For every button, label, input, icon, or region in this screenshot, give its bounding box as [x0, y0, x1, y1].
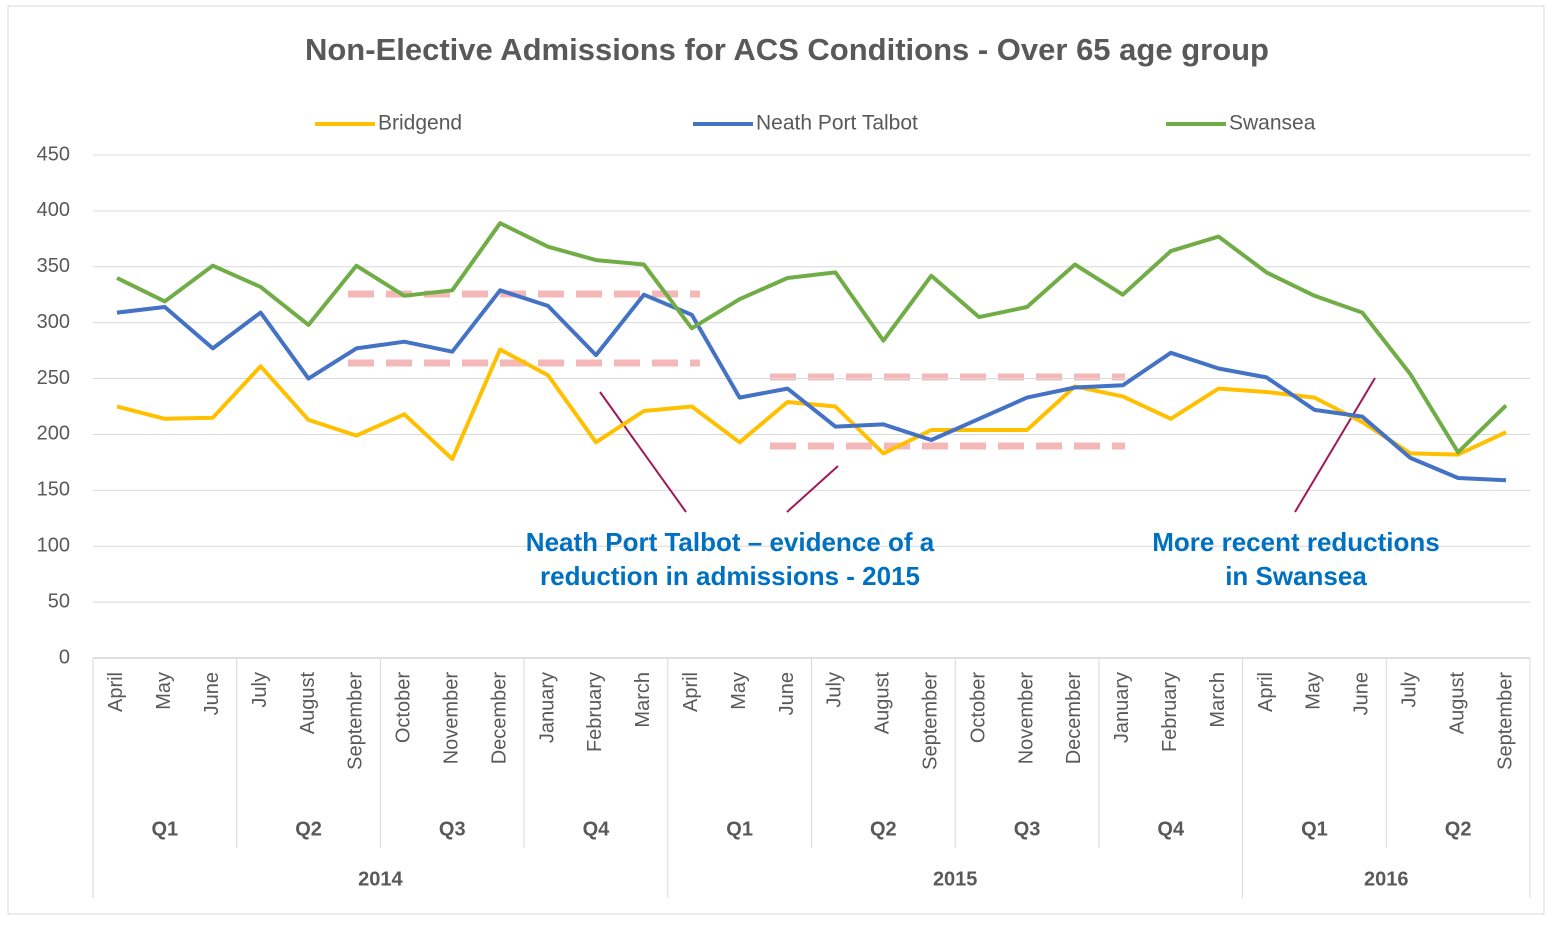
annotation-pointer [599, 391, 687, 513]
y-tick-label: 50 [48, 590, 70, 612]
x-tick-label: November [1015, 672, 1037, 765]
quarter-label: Q2 [1445, 818, 1472, 840]
x-tick-label: August [297, 672, 319, 735]
x-tick-label: January [1111, 672, 1133, 743]
series-line [116, 288, 1507, 483]
annotation-pointer [1294, 377, 1376, 513]
y-tick-label: 400 [37, 199, 70, 221]
x-tick-label: April [105, 672, 127, 712]
y-tick-label: 0 [59, 646, 70, 668]
legend-label: Neath Port Talbot [756, 112, 918, 135]
x-tick-label: May [728, 672, 750, 710]
y-tick-label: 450 [37, 143, 70, 165]
x-tick-label: October [393, 672, 415, 743]
x-tick-label: October [967, 672, 989, 743]
x-tick-label: May [153, 672, 175, 710]
x-tick-label: February [1159, 672, 1181, 752]
x-tick-label: July [824, 672, 846, 708]
x-tick-label: September [345, 672, 367, 770]
x-tick-label: July [249, 672, 271, 708]
x-tick-label: June [1351, 672, 1373, 715]
x-tick-label: August [872, 672, 894, 735]
x-tick-label: December [1063, 672, 1085, 765]
chart-frame [7, 5, 1545, 915]
year-label: 2015 [933, 868, 978, 890]
series-line [116, 347, 1507, 461]
annotation: Neath Port Talbot – evidence of a [526, 527, 935, 557]
x-tick-label: July [1399, 672, 1421, 708]
annotation: More recent reductions [1152, 527, 1440, 557]
x-tick-label: August [1446, 672, 1468, 735]
quarter-label: Q3 [1014, 818, 1041, 840]
quarter-label: Q3 [439, 818, 466, 840]
y-tick-label: 250 [37, 367, 70, 389]
y-tick-label: 150 [37, 479, 70, 501]
quarter-label: Q1 [1301, 818, 1328, 840]
x-tick-label: June [776, 672, 798, 715]
x-tick-label: November [441, 672, 463, 765]
y-tick-label: 200 [37, 423, 70, 445]
x-tick-label: February [584, 672, 606, 752]
x-tick-label: September [920, 672, 942, 770]
annotation: in Swansea [1225, 561, 1367, 591]
quarter-label: Q2 [870, 818, 897, 840]
legend-label: Bridgend [378, 112, 462, 135]
quarter-label: Q4 [583, 818, 611, 840]
quarter-label: Q4 [1157, 818, 1185, 840]
year-label: 2016 [1364, 868, 1409, 890]
annotation-pointer [786, 465, 839, 513]
x-tick-label: September [1494, 672, 1516, 770]
legend-label: Swansea [1229, 112, 1316, 135]
quarter-label: Q1 [726, 818, 753, 840]
quarter-label: Q2 [295, 818, 322, 840]
x-tick-label: April [1255, 672, 1277, 712]
year-label: 2014 [358, 868, 403, 890]
y-tick-label: 350 [37, 255, 70, 277]
x-tick-label: March [632, 672, 654, 728]
chart-title: Non-Elective Admissions for ACS Conditio… [305, 32, 1269, 67]
x-tick-label: January [536, 672, 558, 743]
x-tick-label: May [1303, 672, 1325, 710]
x-tick-label: March [1207, 672, 1229, 728]
x-tick-label: December [488, 672, 510, 765]
quarter-label: Q1 [152, 818, 179, 840]
series-line [116, 221, 1508, 455]
x-tick-label: June [201, 672, 223, 715]
x-tick-label: April [680, 672, 702, 712]
annotation: reduction in admissions - 2015 [540, 561, 920, 591]
y-tick-label: 300 [37, 311, 70, 333]
y-tick-label: 100 [37, 535, 70, 557]
